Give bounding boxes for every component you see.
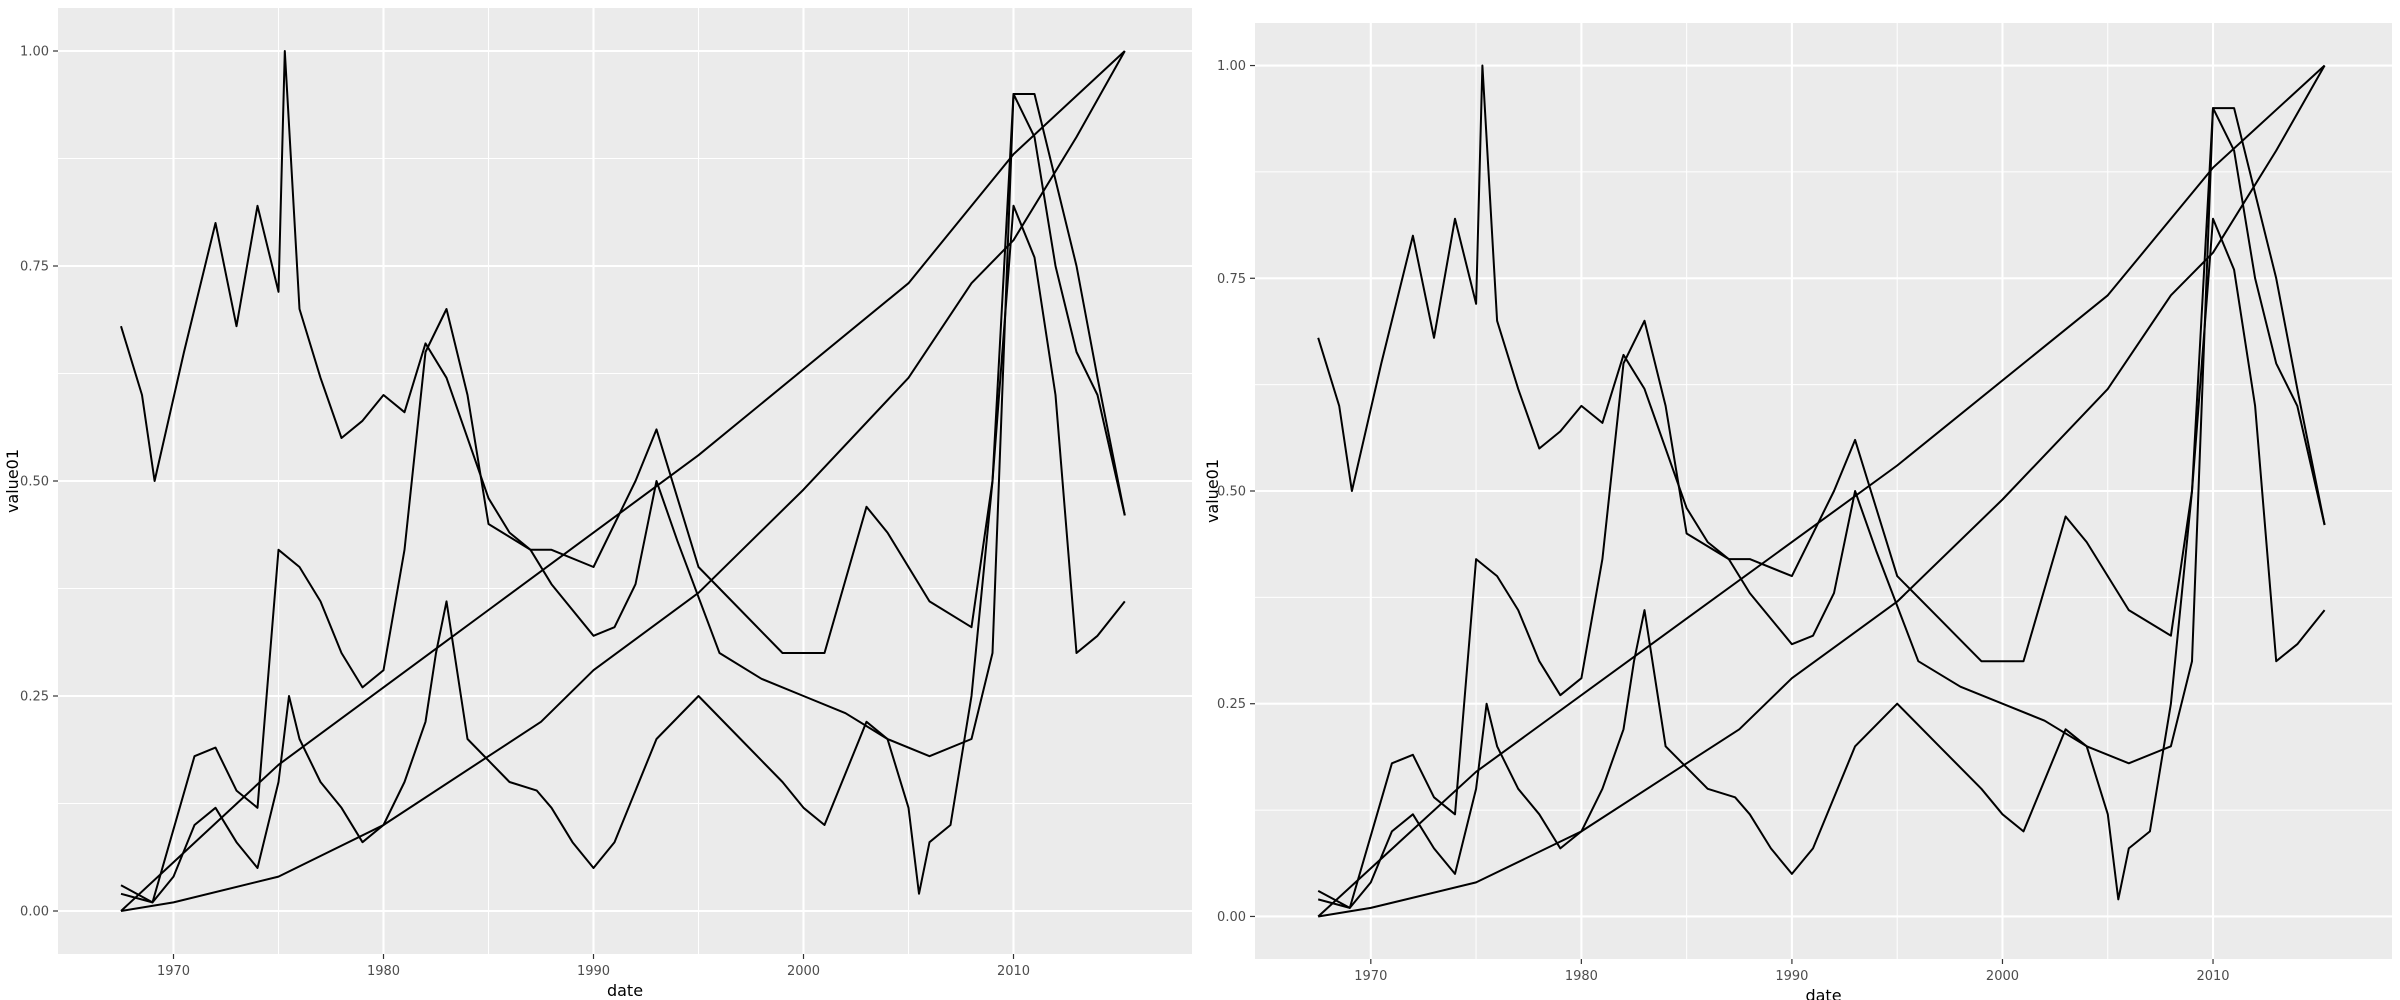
left-chart-x-axis-label: date <box>607 981 643 1000</box>
right-chart-y-tick-label: 0.25 <box>1217 697 1246 712</box>
right-chart-y-tick-label: 0.00 <box>1217 910 1246 925</box>
right-chart-y-tick-label: 0.75 <box>1217 272 1246 287</box>
left-chart-y-tick-label: 0.75 <box>20 260 49 275</box>
left-chart-x-tick-label: 1990 <box>577 964 610 979</box>
left-chart-y-tick-label: 0.25 <box>20 690 49 705</box>
left-chart-x-tick-label: 1980 <box>367 964 400 979</box>
right-chart-x-tick-label: 1990 <box>1775 969 1808 984</box>
left-chart-y-tick-label: 1.00 <box>20 45 49 60</box>
right-chart-x-axis-label: date <box>1805 986 1841 1000</box>
chart-right: 0.00 0.25 0.50 0.75 1.00 1970 1980 1990 2000 2010… <box>1200 0 2400 1000</box>
right-chart-x-tick-label: 2000 <box>1986 969 2019 984</box>
left-chart-series-line-2 <box>120 50 1126 912</box>
chart-left-svg: 0.00 0.25 0.50 0.75 1.00 1970 1980 1990 2000 2010… <box>3 8 1192 1000</box>
right-chart-y-tick-label: 0.50 <box>1217 485 1246 500</box>
right-chart-x-tick-label: 1980 <box>1565 969 1598 984</box>
right-chart-y-tick-label: 1.00 <box>1217 59 1246 74</box>
left-chart-x-tick-label: 2000 <box>787 964 820 979</box>
right-chart-x-tick-label: 1970 <box>1354 969 1387 984</box>
right-chart-y-axis-label: value01 <box>1203 459 1222 523</box>
left-chart-x-tick-label: 1970 <box>157 964 190 979</box>
left-chart-x-tick-label: 2010 <box>997 964 1030 979</box>
right-chart-series-line-3 <box>1317 64 2326 765</box>
left-chart-y-axis-label: value01 <box>3 449 22 513</box>
right-chart-series-line-1 <box>1317 64 2326 918</box>
left-chart-series-line-1 <box>120 50 1126 912</box>
left-chart-series-line-5 <box>120 204 1126 904</box>
left-chart-y-tick-label: 0.00 <box>20 905 49 920</box>
left-chart-y-tick-label: 0.50 <box>20 475 49 490</box>
right-chart-series-line-5 <box>1317 217 2326 909</box>
right-chart-x-tick-label: 2010 <box>2196 969 2229 984</box>
left-chart-series-line-3 <box>120 50 1126 758</box>
chart-right-svg: 0.00 0.25 0.50 0.75 1.00 1970 1980 1990 2000 2010… <box>1203 23 2392 1000</box>
chart-left: 0.00 0.25 0.50 0.75 1.00 1970 1980 1990 2000 2010… <box>3 8 1192 1000</box>
right-chart-series-line-2 <box>1318 65 2326 918</box>
